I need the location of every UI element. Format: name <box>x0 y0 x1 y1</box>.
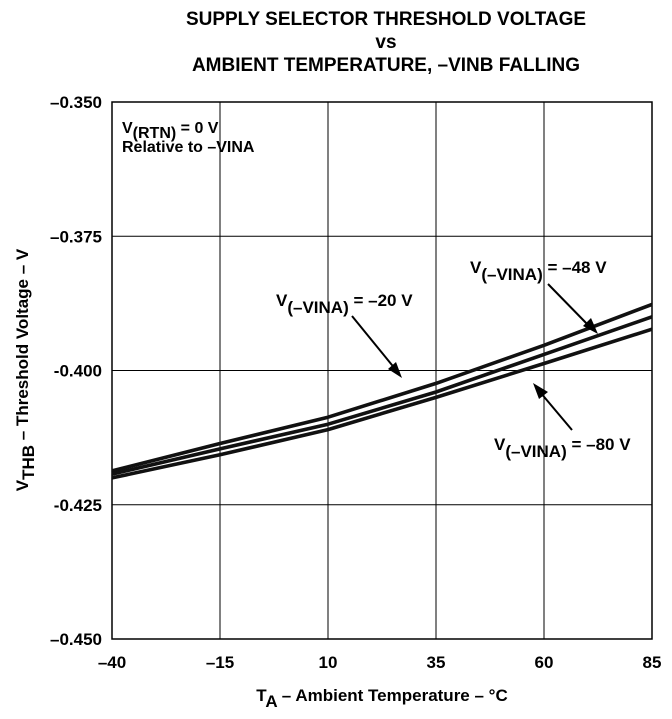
chart-title-line-1: SUPPLY SELECTOR THRESHOLD VOLTAGE <box>185 9 587 30</box>
grid <box>112 102 652 639</box>
series-lines <box>111 302 653 480</box>
y-axis-label: VTHB – Threshold Voltage – V <box>13 248 38 491</box>
arrowhead-minus20v <box>388 362 402 378</box>
y-tick-label: –0.350 <box>50 93 102 112</box>
series-line-2 <box>111 327 653 480</box>
x-tick-labels: –40 –15 10 35 60 85 <box>98 653 662 672</box>
y-tick-label: –0.450 <box>50 630 102 649</box>
plot-frame <box>111 101 653 640</box>
x-tick-label: 10 <box>319 653 338 672</box>
y-tick-labels: –0.350 –0.375 -0.400 -0.425 –0.450 <box>50 93 102 649</box>
x-tick-label: –40 <box>98 653 126 672</box>
y-tick-label: -0.425 <box>54 496 102 515</box>
x-tick-label: 35 <box>427 653 446 672</box>
arrows <box>351 283 598 431</box>
arrow-minus20v <box>351 315 397 371</box>
x-tick-label: 60 <box>535 653 554 672</box>
arrow-minus80v <box>539 391 573 431</box>
arrow-minus48v <box>547 283 591 328</box>
x-tick-label: –15 <box>206 653 234 672</box>
series-label-minus48v: V(–VINA) = –48 V <box>470 258 607 284</box>
x-tick-label: 85 <box>643 653 662 672</box>
y-tick-label: -0.400 <box>54 362 102 381</box>
condition-rtn: V(RTN) = 0 V <box>122 120 219 142</box>
arrowhead-minus48v <box>583 318 598 334</box>
series-label-minus80v: V(–VINA) = –80 V <box>494 435 631 461</box>
x-axis-label: TA – Ambient Temperature – °C <box>256 686 507 711</box>
series-line-1 <box>111 315 653 476</box>
condition-relative: Relative to –VINA <box>122 139 255 156</box>
series-line-0 <box>111 302 653 473</box>
series-label-minus20v: V(–VINA) = –20 V <box>276 291 413 317</box>
arrowhead-minus80v <box>533 383 548 399</box>
chart-title-line-2: vs <box>375 32 397 53</box>
chart-title-line-3: AMBIENT TEMPERATURE, –VINB FALLING <box>191 55 581 76</box>
y-tick-label: –0.375 <box>50 227 102 246</box>
